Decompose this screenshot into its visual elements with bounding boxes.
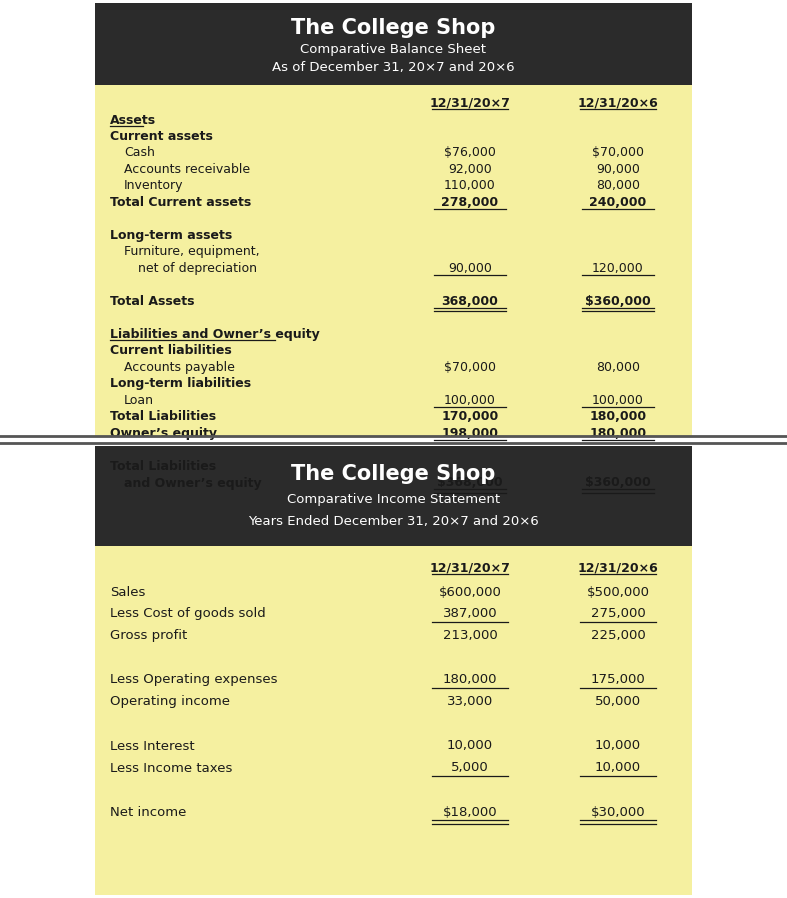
Text: The College Shop: The College Shop [291,18,496,38]
Text: 12/31/20×6: 12/31/20×6 [578,96,659,110]
Text: 387,000: 387,000 [442,608,497,621]
Text: $360,000: $360,000 [585,295,651,308]
Text: 12/31/20×7: 12/31/20×7 [430,561,511,575]
Text: 90,000: 90,000 [448,262,492,275]
Text: Long-term assets: Long-term assets [110,229,232,242]
Text: Current liabilities: Current liabilities [110,345,231,357]
Text: 33,000: 33,000 [447,695,493,709]
Text: Furniture, equipment,: Furniture, equipment, [124,245,260,259]
Bar [95,3,692,85]
Text: 10,000: 10,000 [595,762,641,774]
Text: Total Liabilities: Total Liabilities [110,410,216,424]
Text: Comparative Balance Sheet: Comparative Balance Sheet [301,43,486,57]
Text: Owner’s equity: Owner’s equity [110,427,217,440]
Text: and Owner’s equity: and Owner’s equity [124,477,261,489]
Text: 225,000: 225,000 [590,629,645,642]
Text: Less Income taxes: Less Income taxes [110,762,232,774]
Bar [95,546,692,895]
Text: 198,000: 198,000 [442,427,498,440]
Text: 92,000: 92,000 [448,163,492,176]
Text: Accounts receivable: Accounts receivable [124,163,250,176]
Text: Less Operating expenses: Less Operating expenses [110,674,278,686]
Text: Total Current assets: Total Current assets [110,196,251,209]
Text: The College Shop: The College Shop [291,464,496,484]
Text: 175,000: 175,000 [590,674,645,686]
Text: Sales: Sales [110,585,146,598]
Text: $368,000: $368,000 [438,477,503,489]
Text: Less Cost of goods sold: Less Cost of goods sold [110,608,266,621]
Text: 170,000: 170,000 [442,410,499,424]
Bar [95,85,692,436]
Text: Total Assets: Total Assets [110,295,194,308]
Text: Current assets: Current assets [110,130,212,143]
Text: Cash: Cash [124,146,155,160]
Text: Comparative Income Statement: Comparative Income Statement [287,494,500,506]
Text: $500,000: $500,000 [586,585,649,598]
Text: $76,000: $76,000 [444,146,496,160]
Text: Inventory: Inventory [124,180,183,192]
Text: 50,000: 50,000 [595,695,641,709]
Text: 90,000: 90,000 [596,163,640,176]
Text: 80,000: 80,000 [596,180,640,192]
Text: $30,000: $30,000 [591,806,645,818]
Text: Net income: Net income [110,806,187,818]
Text: Years Ended December 31, 20×7 and 20×6: Years Ended December 31, 20×7 and 20×6 [248,515,539,529]
Text: 100,000: 100,000 [444,394,496,407]
Text: 10,000: 10,000 [595,739,641,753]
Text: 180,000: 180,000 [589,410,647,424]
Text: 10,000: 10,000 [447,739,493,753]
Text: Long-term liabilities: Long-term liabilities [110,377,251,391]
Text: $360,000: $360,000 [585,477,651,489]
Text: 100,000: 100,000 [592,394,644,407]
Text: As of December 31, 20×7 and 20×6: As of December 31, 20×7 and 20×6 [272,60,515,74]
Text: net of depreciation: net of depreciation [138,262,257,275]
Text: 12/31/20×6: 12/31/20×6 [578,561,659,575]
Bar [95,446,692,546]
Text: 368,000: 368,000 [442,295,498,308]
Text: 110,000: 110,000 [444,180,496,192]
Text: Loan: Loan [124,394,154,407]
Text: Liabilities and Owner’s equity: Liabilities and Owner’s equity [110,328,320,341]
Text: $70,000: $70,000 [444,361,496,374]
Text: Accounts payable: Accounts payable [124,361,235,374]
Text: 5,000: 5,000 [451,762,489,774]
Text: $600,000: $600,000 [438,585,501,598]
Text: $18,000: $18,000 [442,806,497,818]
Text: Total Liabilities: Total Liabilities [110,460,216,473]
Text: 278,000: 278,000 [442,196,498,209]
Text: 180,000: 180,000 [443,674,497,686]
Text: 275,000: 275,000 [590,608,645,621]
Text: Operating income: Operating income [110,695,230,709]
Text: 240,000: 240,000 [589,196,647,209]
Text: 180,000: 180,000 [589,427,647,440]
Text: 213,000: 213,000 [442,629,497,642]
Text: 120,000: 120,000 [592,262,644,275]
Text: $70,000: $70,000 [592,146,644,160]
Text: Assets: Assets [110,113,156,127]
Text: Gross profit: Gross profit [110,629,187,642]
Text: 12/31/20×7: 12/31/20×7 [430,96,511,110]
Text: 80,000: 80,000 [596,361,640,374]
Text: Less Interest: Less Interest [110,739,194,753]
